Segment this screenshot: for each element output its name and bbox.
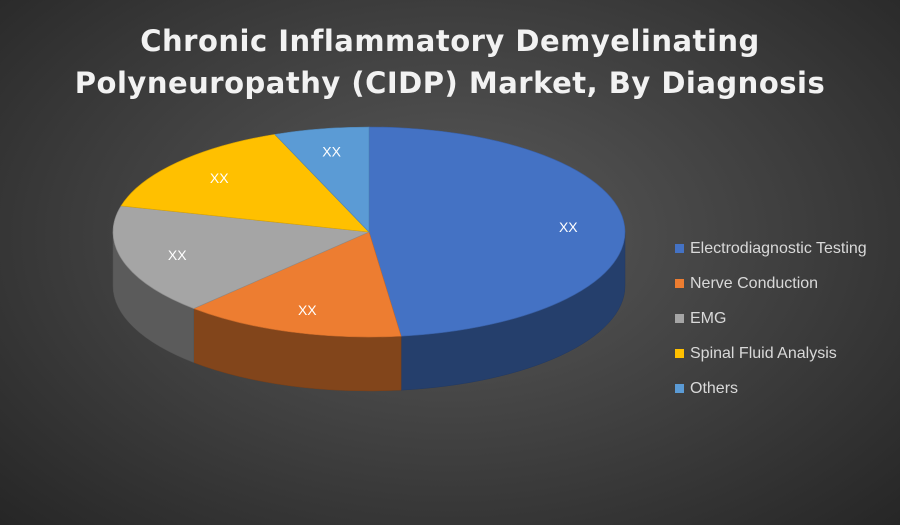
legend-swatch [675, 314, 684, 323]
pie-side-walls [112, 231, 626, 392]
legend-swatch [675, 349, 684, 358]
legend-item-emg[interactable]: EMG [675, 301, 867, 336]
data-label-electrodiagnostic-testing: XX [559, 219, 578, 235]
pie-slice-nerve-conduction[interactable] [192, 231, 402, 338]
pie-slices [112, 126, 626, 338]
data-labels: XX XX XX XX XX [168, 144, 578, 318]
legend: Electrodiagnostic Testing Nerve Conducti… [675, 231, 867, 406]
legend-label: Spinal Fluid Analysis [690, 344, 837, 362]
legend-swatch [675, 384, 684, 393]
pie-slice-others[interactable] [274, 126, 370, 233]
pie-slice-emg[interactable] [112, 205, 371, 309]
pie-slice-spinal-fluid-analysis[interactable] [120, 134, 370, 233]
legend-label: EMG [690, 309, 727, 327]
legend-item-spinal-fluid-analysis[interactable]: Spinal Fluid Analysis [675, 336, 867, 371]
chart-title-line-1: Chronic Inflammatory Demyelinating [140, 24, 760, 58]
chart-title: Chronic Inflammatory Demyelinating Polyn… [0, 20, 900, 104]
legend-swatch [675, 279, 684, 288]
legend-swatch [675, 244, 684, 253]
data-label-spinal-fluid-analysis: XX [210, 170, 229, 186]
pie-slice-electrodiagnostic-testing[interactable] [368, 126, 626, 337]
legend-label: Electrodiagnostic Testing [690, 239, 867, 257]
legend-label: Others [690, 379, 739, 397]
legend-label: Nerve Conduction [690, 274, 819, 292]
legend-item-others[interactable]: Others [675, 371, 867, 406]
legend-item-electrodiagnostic-testing[interactable]: Electrodiagnostic Testing [675, 231, 867, 266]
data-label-emg: XX [168, 247, 187, 263]
data-label-others: XX [322, 144, 341, 160]
legend-item-nerve-conduction[interactable]: Nerve Conduction [675, 266, 867, 301]
data-label-nerve-conduction: XX [298, 302, 317, 318]
chart-title-line-2: Polyneuropathy (CIDP) Market, By Diagnos… [74, 66, 826, 100]
